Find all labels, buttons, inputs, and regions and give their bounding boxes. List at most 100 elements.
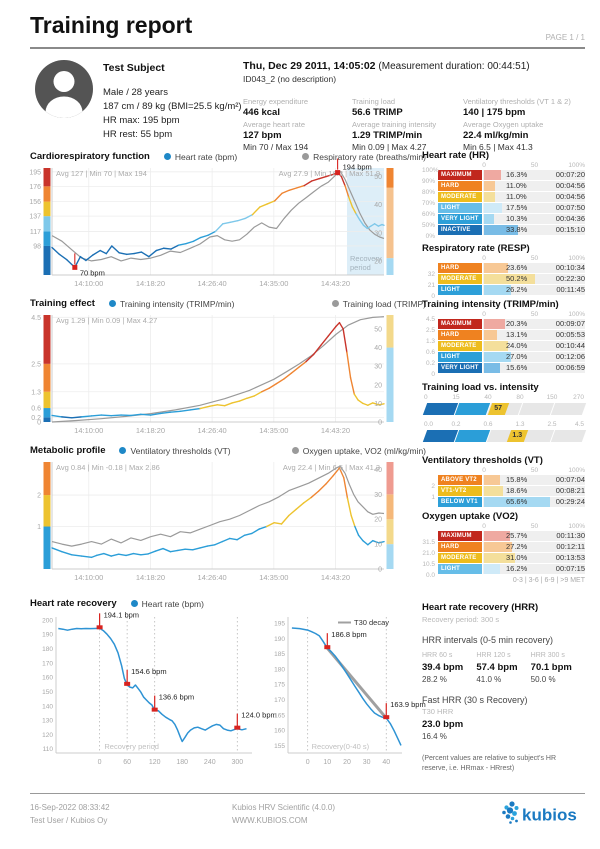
zone-time: 00:04:56 bbox=[555, 192, 585, 201]
measurement-datetime: Thu, Dec 29 2011, 14:05:02 (Measurement … bbox=[243, 60, 588, 72]
load-bar: 1.3 bbox=[422, 430, 586, 442]
zone-bar bbox=[484, 225, 519, 235]
kubios-logo-text: kubios bbox=[522, 806, 577, 825]
table-scale: 0 50 100% bbox=[482, 255, 585, 262]
zone-row-light: LIGHT 27.0% 00:12:06 bbox=[438, 352, 585, 362]
left-zone-band bbox=[43, 526, 51, 569]
hrr-note: (Percent values are relative to subject'… bbox=[422, 755, 557, 772]
left-axis-tick: 195 bbox=[29, 169, 41, 176]
recovery-charts-row: 200 190 180 170 160 150 140 130 120 110 0 60 120 180 2… bbox=[30, 610, 426, 777]
zone-bar bbox=[484, 181, 496, 191]
zone-chip: INACTIVE bbox=[438, 225, 482, 235]
respiratory-rate-series bbox=[51, 170, 385, 262]
footer-app: Kubios HRV Scientific (4.0.0) bbox=[232, 803, 336, 812]
zone-chip: BELOW VT1 bbox=[438, 497, 482, 507]
x-axis-tick: 14:26:40 bbox=[198, 426, 227, 435]
zone-chip: MAXIMUM bbox=[438, 531, 482, 541]
zone-chip: LIGHT bbox=[438, 564, 482, 574]
hrr-interval: HRR 300 s 70.1 bpm 50.0 % bbox=[531, 652, 585, 684]
y-axis-tick: 180 bbox=[42, 646, 53, 653]
marker-label: 186.8 bpm bbox=[331, 630, 366, 639]
measurement-duration: (Measurement duration: 00:44:51) bbox=[378, 61, 530, 72]
stats-left: Avg 127 | Min 70 | Max 194 bbox=[56, 169, 147, 178]
right-axis-tick: 40 bbox=[374, 345, 382, 352]
table-axis-label: 4.5 bbox=[425, 315, 435, 323]
y-axis-tick: 120 bbox=[42, 732, 53, 739]
ventilatory-thresholds-series bbox=[51, 467, 385, 559]
zone-bar bbox=[484, 352, 512, 362]
measurement-header: Thu, Dec 29 2011, 14:05:02 (Measurement … bbox=[243, 60, 588, 84]
footer-divider bbox=[30, 793, 585, 794]
zone-bar bbox=[484, 285, 511, 295]
left-axis-tick: 137 bbox=[29, 214, 41, 221]
hrr-interval-label: HRR 60 s bbox=[422, 652, 453, 659]
zone-bar bbox=[484, 553, 516, 563]
table-scale: 0 50 100% bbox=[482, 523, 585, 530]
marker-label: 194.1 bpm bbox=[104, 610, 139, 619]
left-axis-tick: 98 bbox=[33, 243, 41, 250]
zone-chip: LIGHT bbox=[438, 352, 482, 362]
left-zone-band bbox=[43, 245, 51, 275]
training-load-series bbox=[51, 316, 385, 423]
legend-dot-icon bbox=[302, 153, 310, 160]
zone-percent: 65.6% bbox=[506, 497, 528, 506]
zone-bar bbox=[484, 497, 551, 507]
zone-percent: 10.3% bbox=[506, 214, 528, 223]
right-zone-band bbox=[386, 315, 394, 348]
summary-metrics: Energy expenditure 446 kcal Average heart … bbox=[243, 95, 588, 152]
x-axis-tick: 14:10:00 bbox=[74, 573, 103, 582]
subject-detail-line: Male / 28 years bbox=[103, 87, 168, 98]
table-heading: Training intensity (TRIMP/min) bbox=[422, 299, 559, 310]
fast-hrr-percent: 16.4 % bbox=[422, 732, 447, 741]
hrr-interval: HRR 120 s 57.4 bpm 41.0 % bbox=[476, 652, 530, 684]
right-axis-tick: 20 bbox=[374, 382, 382, 389]
table-axis-label: 0.6 bbox=[425, 348, 435, 356]
table-axis-label: 2 bbox=[431, 482, 435, 490]
x-axis-tick: 14:26:40 bbox=[198, 573, 227, 582]
value-marker bbox=[151, 707, 158, 712]
zone-row-hard: HARD 13.1% 00:05:53 bbox=[438, 330, 585, 340]
fast-hrr-label: T30 HRR bbox=[422, 707, 454, 716]
marker-label: 154.6 bpm bbox=[131, 667, 166, 676]
value-marker bbox=[96, 625, 103, 630]
subject-details: Male / 28 years 187 cm / 89 kg (BMI=25.5 … bbox=[103, 86, 253, 142]
shade-label: Recovery bbox=[350, 254, 382, 263]
x-axis-tick: 20 bbox=[343, 759, 351, 766]
right-axis-tick: 30 bbox=[374, 230, 382, 237]
zone-chip: HARD bbox=[438, 263, 482, 273]
table-axis-label: 31.5 bbox=[422, 538, 435, 546]
metric-minmax: Min 6.5 | Max 41.3 bbox=[463, 142, 533, 152]
y-axis-tick: 110 bbox=[43, 746, 54, 753]
zone-bar bbox=[484, 486, 503, 496]
zone-row-very-light: VERY LIGHT 15.6% 00:06:59 bbox=[438, 363, 585, 373]
zone-chip: VERY LIGHT bbox=[438, 214, 482, 224]
subject-name: Test Subject bbox=[103, 62, 165, 74]
zone-row-vt1-vt2: VT1-VT2 18.6% 00:08:21 bbox=[438, 486, 585, 496]
y-axis-tick: 195 bbox=[274, 621, 285, 628]
hrr-interval-percent: 41.0 % bbox=[476, 675, 502, 684]
metric-label: Training load bbox=[352, 97, 396, 106]
x-axis-tick: 14:43:20 bbox=[321, 426, 350, 435]
zone-percent: 18.6% bbox=[506, 486, 528, 495]
y-axis-tick: 170 bbox=[42, 660, 53, 667]
metabolic-plot: 2 1 40 30 20 10 0 14:10:00 14:18:20 14:26:40 14:35… bbox=[37, 462, 394, 582]
zone-bar bbox=[484, 531, 510, 541]
hrr-interval-label: HRR 300 s bbox=[530, 652, 565, 659]
hrr-interval-percent: 50.0 % bbox=[530, 675, 556, 684]
left-axis-tick: 0.6 bbox=[31, 406, 41, 413]
x-axis-tick: 40 bbox=[382, 759, 390, 766]
metric-column: Energy expenditure 446 kcal Average heart … bbox=[243, 95, 352, 152]
x-axis-tick: 14:35:00 bbox=[259, 279, 288, 288]
right-zone-band bbox=[386, 462, 394, 495]
zone-bar bbox=[484, 341, 509, 351]
load-scale: 0 15 40 80 150 270 bbox=[424, 394, 584, 401]
right-zone-band bbox=[386, 494, 394, 520]
zone-bar bbox=[484, 542, 512, 552]
zone-percent: 23.6% bbox=[506, 263, 528, 272]
zone-bar bbox=[484, 564, 501, 574]
hrr-interval: HRR 60 s 39.4 bpm 28.2 % bbox=[422, 652, 476, 684]
right-axis-tick: 50 bbox=[374, 326, 382, 333]
x-axis-tick: 14:43:20 bbox=[321, 573, 350, 582]
metric-column: Ventilatory thresholds (VT 1 & 2) 140 | 1… bbox=[463, 95, 588, 152]
